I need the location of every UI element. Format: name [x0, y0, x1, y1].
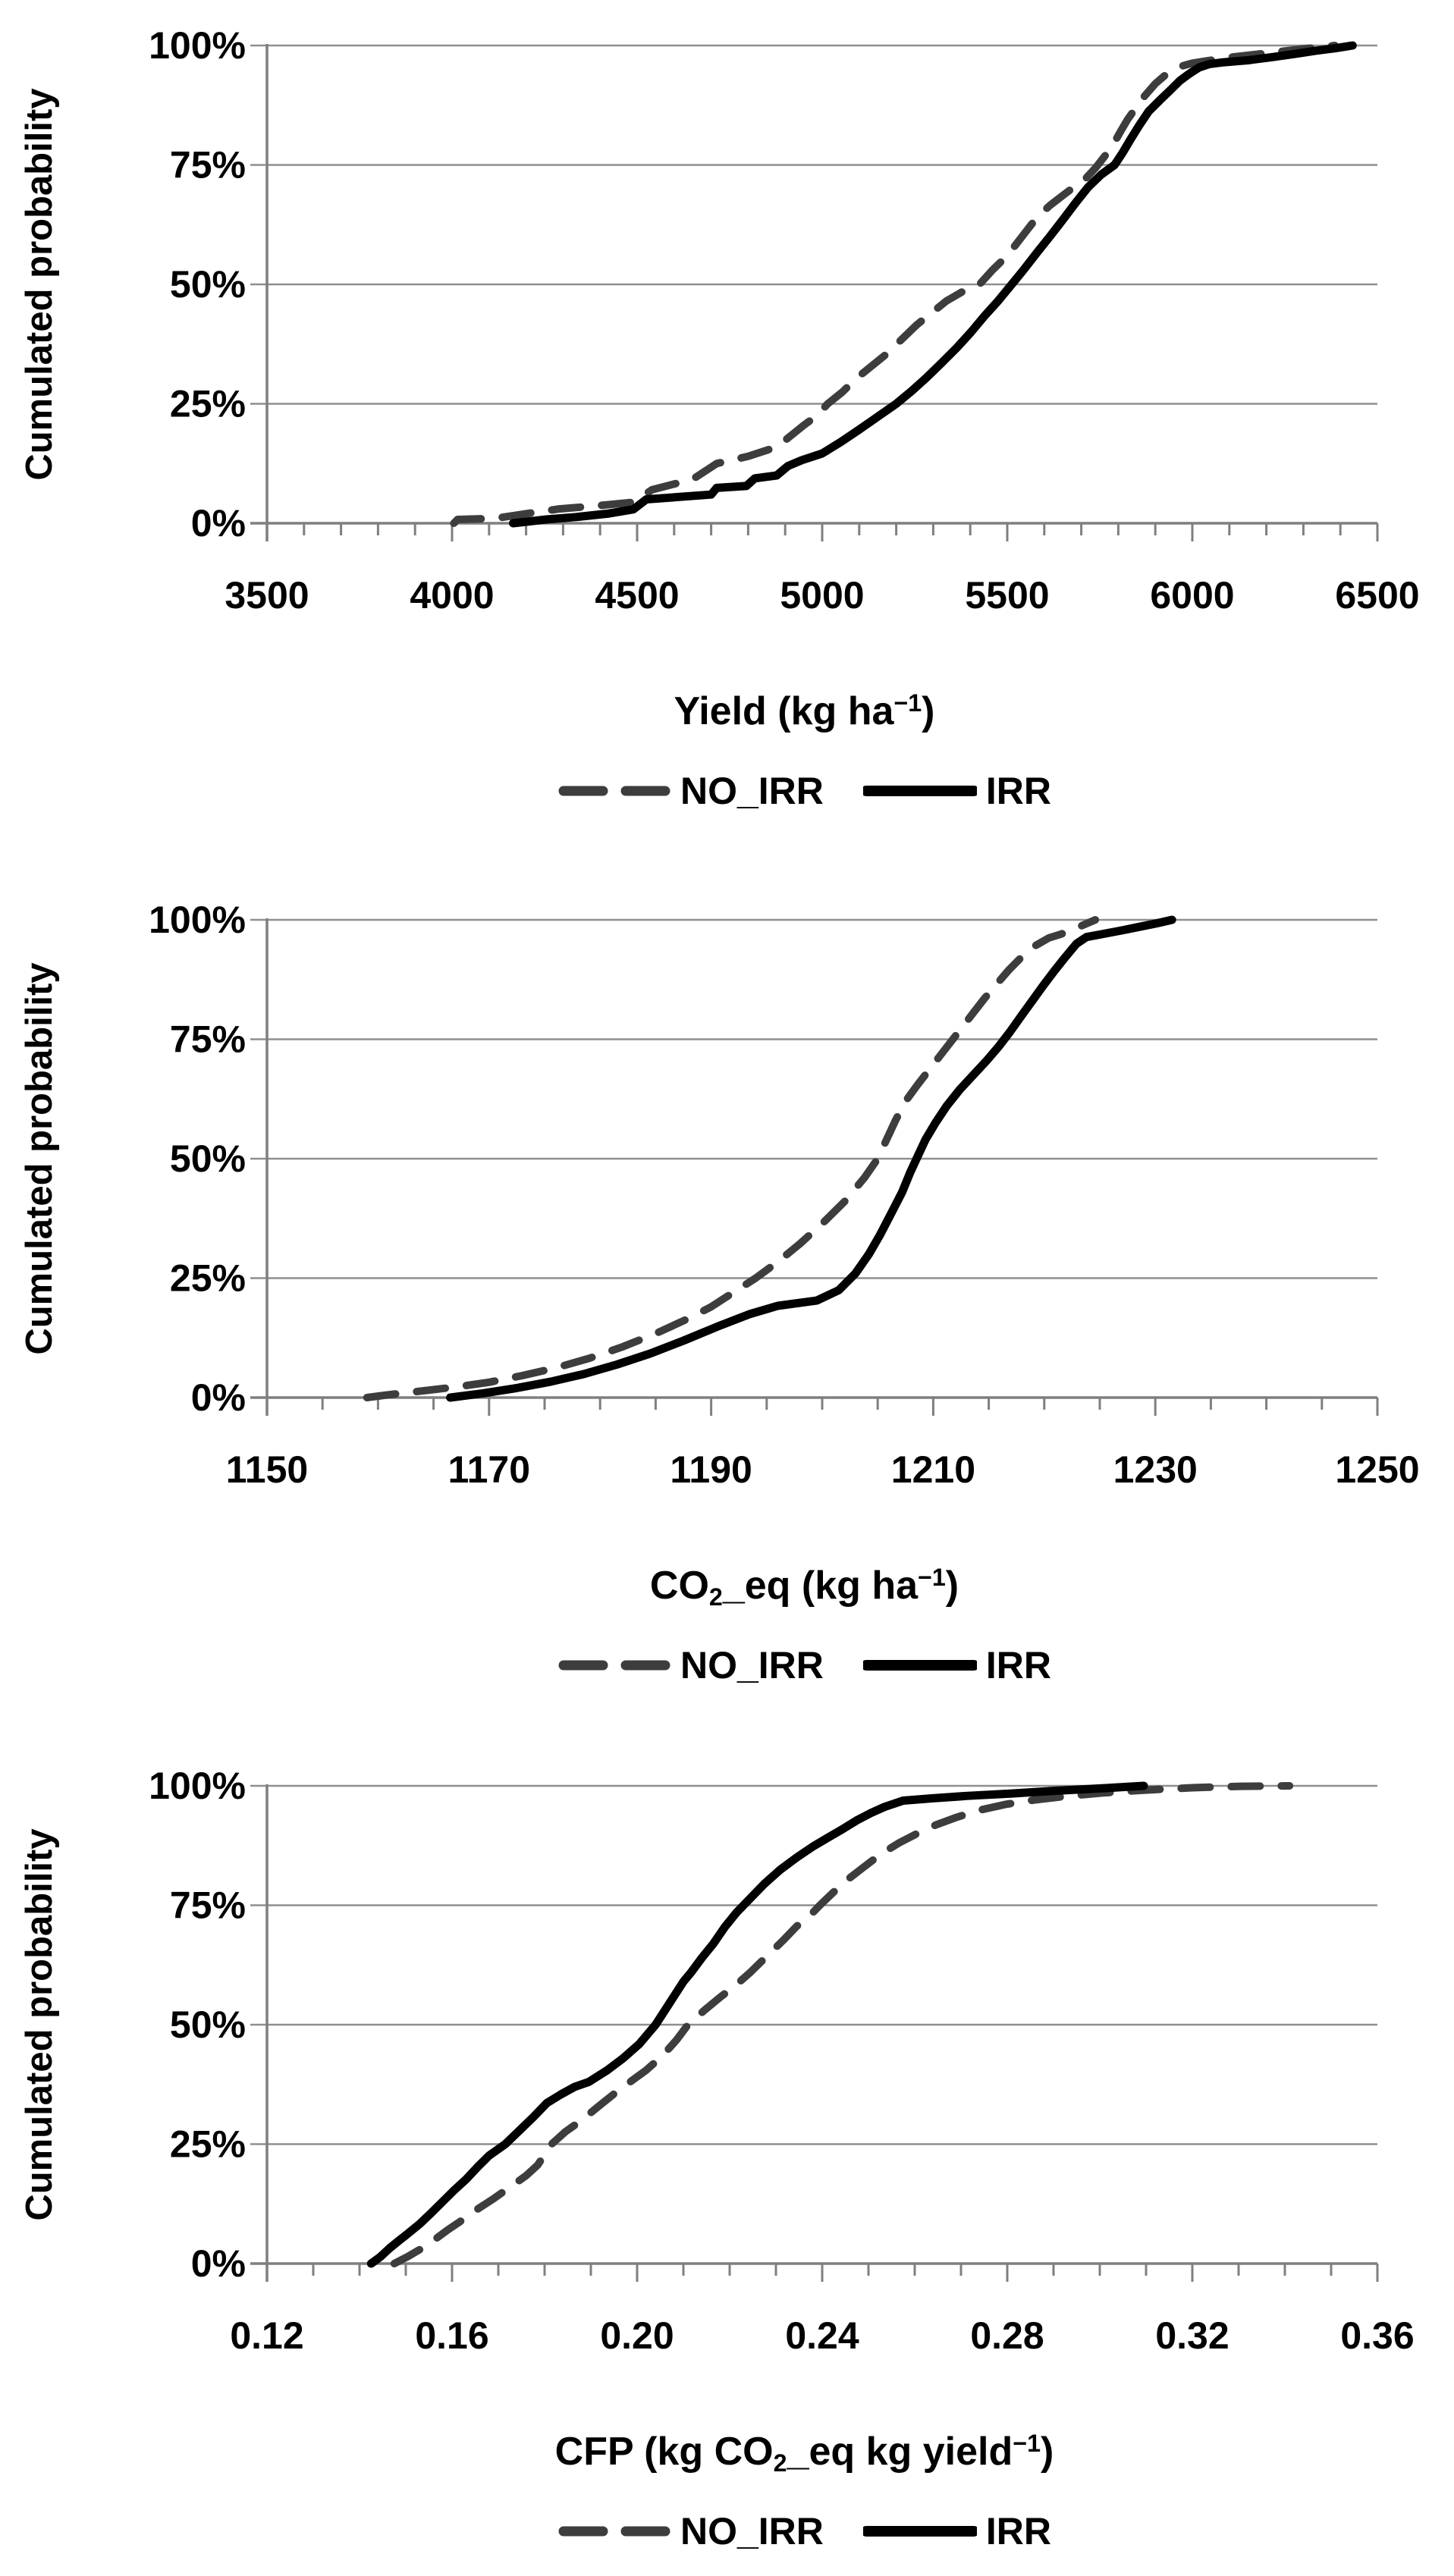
y-tick-label: 25%	[170, 2123, 246, 2166]
y-tick-label: 0%	[191, 502, 246, 544]
x-axis-title-cfp: CFP (kg CO2_eq kg yield−1)	[77, 2427, 1454, 2477]
title-superscript: −1	[1013, 2430, 1041, 2458]
title-superscript: −1	[918, 1564, 946, 1592]
title-text: )	[1041, 2430, 1054, 2474]
legend-label-irr: IRR	[985, 2510, 1052, 2552]
x-tick-label: 6000	[1150, 574, 1234, 617]
x-tick-label: 4500	[595, 574, 679, 617]
x-axis-title-yield: Yield (kg ha−1)	[77, 686, 1454, 736]
y-tick-label: 0%	[191, 1376, 246, 1419]
legend-co2: NO_IRR IRR	[77, 1640, 1454, 1690]
legend-label-no-irr: NO_IRR	[680, 2510, 824, 2552]
title-text: _eq kg yield	[787, 2430, 1013, 2474]
x-tick-label: 0.36	[1340, 2314, 1414, 2357]
legend-label-irr: IRR	[985, 770, 1052, 812]
title-subscript: 2	[708, 1583, 723, 1611]
x-tick-label: 1150	[226, 1448, 308, 1491]
title-superscript: −1	[893, 689, 922, 717]
x-tick-label: 1250	[1335, 1448, 1419, 1491]
legend-item-irr: IRR	[862, 769, 1052, 813]
x-axis-title-co2: CO2_eq (kg ha−1)	[77, 1561, 1454, 1611]
y-tick-label: 50%	[170, 2003, 246, 2046]
legend-item-irr: IRR	[862, 2509, 1052, 2553]
title-text: _eq (kg ha	[722, 1564, 919, 1608]
y-tick-label: 100%	[149, 899, 246, 941]
x-tick-label: 1190	[670, 1448, 752, 1491]
x-tick-label: 4000	[410, 574, 494, 617]
y-tick-label: 50%	[170, 1137, 246, 1180]
x-tick-label: 1230	[1113, 1448, 1198, 1491]
x-tick-label: 1210	[891, 1448, 975, 1491]
y-tick-label: 50%	[170, 263, 246, 306]
x-tick-label: 0.32	[1155, 2314, 1229, 2357]
legend-cfp: NO_IRR IRR	[77, 2506, 1454, 2556]
x-tick-label: 0.20	[600, 2314, 674, 2357]
no-irr-dash-swatch	[558, 786, 670, 796]
y-axis-title: Cumulated probability	[19, 88, 60, 481]
x-tick-label: 3500	[225, 574, 309, 617]
title-text: Yield (kg ha	[674, 689, 894, 733]
legend-item-no-irr: NO_IRR	[557, 769, 824, 813]
irr-line-swatch	[862, 1660, 977, 1671]
x-tick-label: 0.24	[785, 2314, 859, 2357]
y-tick-label: 25%	[170, 1257, 246, 1300]
title-text: CFP (kg CO	[554, 2430, 774, 2474]
y-tick-label: 25%	[170, 383, 246, 425]
x-tick-label: 0.28	[970, 2314, 1044, 2357]
legend-label-irr: IRR	[985, 1644, 1052, 1686]
yield-irr-curve	[509, 41, 1357, 528]
co2_eq-no_irr-curve	[363, 916, 1100, 1401]
x-tick-label: 6500	[1335, 574, 1419, 617]
y-tick-label: 0%	[191, 2242, 246, 2285]
legend-label-no-irr: NO_IRR	[680, 770, 824, 812]
no-irr-dash-swatch	[558, 1660, 670, 1671]
x-tick-label: 0.12	[230, 2314, 303, 2357]
co2_eq-irr-curve	[446, 915, 1176, 1402]
y-axis-title: Cumulated probability	[19, 1828, 60, 2221]
y-tick-label: 100%	[149, 1765, 246, 1807]
title-text: )	[945, 1564, 959, 1608]
title-text: )	[922, 689, 935, 733]
x-tick-label: 5500	[965, 574, 1049, 617]
legend-item-no-irr: NO_IRR	[557, 1643, 824, 1687]
no-irr-dash-swatch	[558, 2526, 670, 2537]
x-tick-label: 5000	[780, 574, 864, 617]
x-tick-label: 0.16	[415, 2314, 488, 2357]
legend-label-no-irr: NO_IRR	[680, 1644, 824, 1686]
cfp-irr-curve	[366, 1781, 1148, 2268]
yield-no_irr-curve	[450, 42, 1339, 527]
y-axis-title: Cumulated probability	[19, 962, 60, 1355]
legend-item-no-irr: NO_IRR	[557, 2509, 824, 2553]
irr-line-swatch	[862, 2526, 977, 2537]
y-tick-label: 100%	[149, 24, 246, 67]
y-tick-label: 75%	[170, 1018, 246, 1061]
title-text: CO	[649, 1564, 709, 1608]
irr-line-swatch	[862, 786, 977, 796]
y-tick-label: 75%	[170, 144, 246, 187]
legend-item-irr: IRR	[862, 1643, 1052, 1687]
y-tick-label: 75%	[170, 1884, 246, 1927]
title-subscript: 2	[773, 2449, 787, 2477]
legend-yield: NO_IRR IRR	[77, 766, 1454, 816]
x-tick-label: 1170	[448, 1448, 530, 1491]
cfp-no_irr-curve	[390, 1782, 1294, 2267]
